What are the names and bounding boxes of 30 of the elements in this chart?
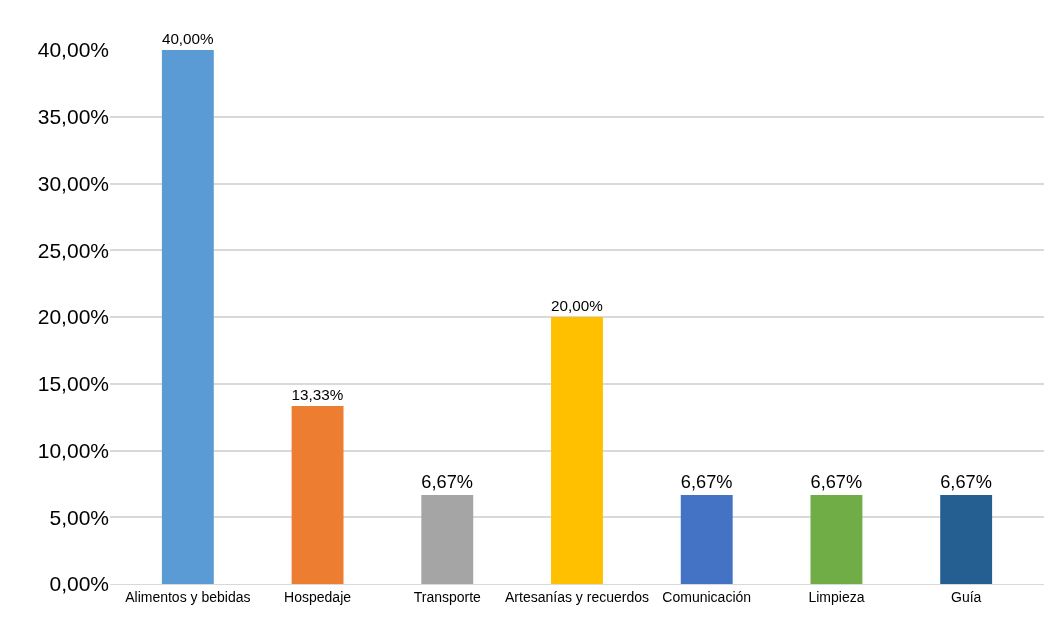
y-tick-label: 35,00% (37, 105, 109, 129)
bar (421, 494, 474, 584)
bar (680, 494, 733, 584)
bar (940, 494, 993, 584)
bar (810, 494, 863, 584)
x-tick-label: Limpieza (808, 588, 865, 605)
x-tick-label: Artesanías y recuerdos (505, 588, 649, 605)
y-tick-label: 20,00% (37, 305, 109, 329)
x-tick-label: Hospedaje (284, 588, 352, 605)
x-tick-label: Guía (950, 588, 982, 605)
data-label: 6,67% (680, 471, 733, 493)
y-tick-label: 0,00% (49, 572, 109, 596)
y-tick-label: 15,00% (37, 372, 109, 396)
y-tick-label: 30,00% (37, 171, 109, 195)
data-label: 6,67% (421, 471, 474, 493)
bar (161, 50, 214, 584)
data-label: 6,67% (940, 471, 992, 493)
bar (551, 317, 603, 584)
data-label: 40,00% (161, 29, 215, 47)
y-tick-label: 5,00% (49, 505, 109, 529)
data-label: 13,33% (291, 385, 344, 403)
y-tick-label: 10,00% (37, 438, 109, 462)
data-label: 6,67% (810, 471, 863, 493)
x-tick-label: Transporte (413, 588, 482, 605)
x-tick-label: Comunicación (662, 588, 752, 605)
bar (291, 406, 344, 584)
x-tick-label: Alimentos y bebidas (125, 588, 251, 605)
y-tick-label: 40,00% (37, 38, 109, 62)
y-tick-label: 25,00% (37, 238, 109, 262)
data-label: 20,00% (551, 296, 603, 314)
